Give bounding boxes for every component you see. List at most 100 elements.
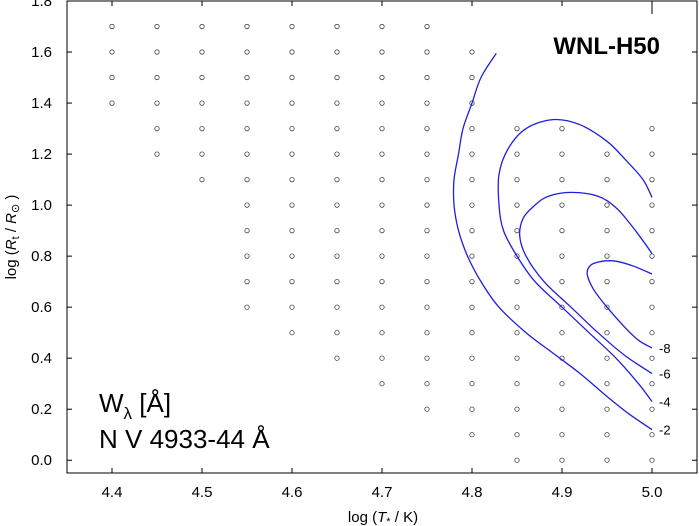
annotation: Wλ [Å] N V 4933-44 Å [99,388,270,454]
grid-model-point [154,23,160,30]
grid-model-point [649,432,655,438]
grid-model-point [649,278,655,285]
grid-model-point [289,278,295,285]
grid-model-point [649,330,655,336]
y-tick-label: 1.0 [31,197,52,214]
grid-model-point [649,381,655,387]
grid-model-point [199,74,205,81]
grid-model-point [469,126,475,132]
grid-model-point [424,278,430,285]
grid-model-point [649,304,655,310]
x-tick-label: 4.9 [552,484,573,501]
grid-model-point [424,304,430,310]
grid-model-point [289,177,295,183]
grid-model-point [469,228,475,234]
grid-model-point [649,355,655,361]
contour-line-minus-6 [518,191,653,375]
grid-model-point [334,49,340,55]
grid-model-point [469,381,475,387]
grid-model-point [514,432,520,438]
grid-model-point [334,74,340,81]
grid-model-point [514,151,520,157]
grid-model-point [424,23,430,30]
grid-model-point [199,49,205,55]
grid-model-point [244,253,250,259]
grid-model-point [649,151,655,157]
grid-model-point [289,330,295,336]
grid-model-point [379,278,385,285]
grid-model-point [604,151,610,157]
grid-model-point [424,381,430,387]
contour-line-minus-2 [452,52,653,431]
grid-model-point [469,100,475,106]
grid-model-point [244,23,250,30]
grid-model-point [334,151,340,157]
grid-model-point [604,355,610,361]
annotation-unit: [Å] [132,388,171,418]
grid-model-point [379,202,385,208]
grid-model-point [379,355,385,361]
grid-model-point [514,253,520,259]
grid-model-point [514,406,520,412]
grid-model-point [109,74,115,81]
grid-model-point [244,278,250,285]
grid-model-point [514,202,520,208]
grid-model-point [424,253,430,259]
grid-model-point [604,253,610,259]
contour-label: -4 [659,395,671,410]
grid-model-point [244,151,250,157]
grid-model-point [559,177,565,183]
grid-model-point [334,202,340,208]
grid-model-point [604,304,610,310]
grid-model-point [514,278,520,285]
grid-model-point [154,151,160,157]
y-tick-label: 0.4 [31,350,52,367]
grid-model-point [424,74,430,81]
grid-model-point [244,177,250,183]
grid-model-point [289,126,295,132]
grid-model-point [379,381,385,387]
grid-model-point [559,253,565,259]
grid-model-point [379,126,385,132]
grid-model-point [559,126,565,132]
grid-model-point [424,126,430,132]
x-tick-label: 5.0 [642,484,663,501]
grid-model-point [604,278,610,285]
grid-model-point [424,330,430,336]
grid-model-point [244,202,250,208]
grid-model-point [559,304,565,310]
grid-model-point [334,177,340,183]
grid-model-point [649,228,655,234]
grid-model-point [514,330,520,336]
contour-line-minus-8 [586,260,653,349]
x-tick-label: 4.6 [282,484,303,501]
grid-model-point [469,432,475,438]
grid-model-point [244,126,250,132]
grid-model-point [334,278,340,285]
grid-model-point [559,432,565,438]
annotation-line-2: N V 4933-44 Å [99,424,270,454]
grid-model-point [514,126,520,132]
grid-model-point [514,177,520,183]
grid-model-point [379,304,385,310]
grid-model-point [424,202,430,208]
contour-label: -6 [659,366,671,381]
grid-model-point [379,100,385,106]
grid-model-point [289,151,295,157]
x-tick-label: 4.8 [462,484,483,501]
grid-model-point [649,202,655,208]
grid-model-point [199,177,205,183]
grid-model-point [379,228,385,234]
grid-model-point [469,406,475,412]
grid-model-point [289,74,295,81]
y-tick-label: 1.6 [31,44,52,61]
grid-model-point [649,406,655,412]
x-axis-label: log (T* / K) [348,509,418,526]
grid-model-point [289,228,295,234]
grid-model-point [244,304,250,310]
y-tick-label: 0.8 [31,248,52,265]
grid-model-point [649,457,655,463]
grid-model-point [649,177,655,183]
grid-model-point [604,202,610,208]
model-grid [109,23,655,463]
